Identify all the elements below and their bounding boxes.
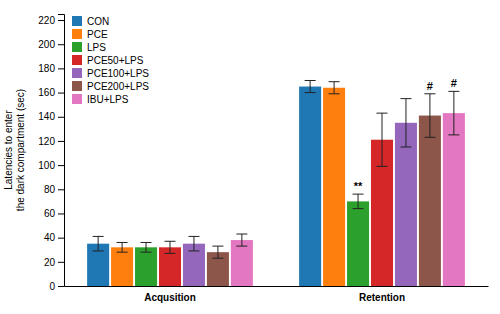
legend-label: LPS [87,42,106,53]
bar [443,113,465,286]
tick-mark [58,262,64,263]
y-axis: 0 20 40 60 80 100 120 140 160 180 200 220 [38,15,64,292]
tick: Acqusition [144,292,196,303]
legend-label: PCE100+LPS [87,68,149,79]
error-bar [329,82,340,94]
legend-item: PCE200+LPS [72,81,149,92]
legend-swatch [72,16,82,26]
legend-swatch [72,29,82,39]
tick: 180 [38,63,64,74]
tick: 120 [38,136,64,147]
tick-mark [58,44,64,45]
legend-item: PCE50+LPS [72,55,144,66]
error-bar [164,241,175,253]
annotation: # [427,80,433,92]
tick-mark [58,165,64,166]
tick-mark [58,141,64,142]
tick: 40 [44,232,64,243]
bar [419,116,441,286]
error-bar [400,99,411,147]
tick-mark [58,213,64,214]
error-bar [236,234,247,246]
legend-label: PCE200+LPS [87,81,149,92]
tick-label: 100 [38,160,55,171]
tick-mark [58,117,64,118]
legend-label: CON [87,16,109,27]
legend-item: PCE [72,29,108,40]
legend-swatch [72,94,82,104]
tick: 60 [44,208,64,219]
annotation: # [451,77,457,89]
tick-label: 140 [38,111,55,122]
tick-label: 60 [44,208,56,219]
error-bar [188,236,199,251]
legend-item: IBU+LPS [72,94,129,105]
tick-label: 20 [44,257,56,268]
bar [111,247,133,286]
y-axis-title: Latencies to enterthe dark compartment (… [3,89,26,211]
tick-mark [58,286,64,287]
bar [347,201,369,286]
x-axis: Acqusition Retention [65,287,489,304]
legend-swatch [72,55,82,65]
tick-mark [58,68,64,69]
chart: 0 20 40 60 80 100 120 140 160 180 200 220 Acqusition… [0,0,500,314]
error-bar [376,113,387,166]
legend-item: CON [72,16,109,27]
legend-swatch [72,68,82,78]
tick: 200 [38,39,64,50]
tick-label: 0 [49,281,55,292]
tick: 140 [38,111,64,122]
tick-mark [58,93,64,94]
tick-label: 80 [44,184,56,195]
bar [299,87,321,286]
legend: CON PCE LPS PCE50+LPS PCE100+LPS PCE200+LPS IB… [72,16,149,105]
tick-label: 40 [44,232,56,243]
legend-label: PCE50+LPS [87,55,144,66]
error-bar [305,80,316,92]
error-bar [93,236,104,251]
tick-mark [58,20,64,21]
annotation: ** [354,180,363,192]
tick-mark [58,238,64,239]
error-bar [141,242,152,252]
axis-line [58,15,65,287]
tick: 220 [38,15,64,26]
error-bar [424,94,435,138]
error-bar [448,91,459,135]
legend-label: PCE [87,29,108,40]
error-bar [212,246,223,258]
legend-swatch [72,42,82,52]
tick-label: 220 [38,15,55,26]
bar [231,240,253,286]
tick-label: 200 [38,39,55,50]
plot-area [87,80,465,286]
bar [323,88,345,286]
axis-line [65,286,489,287]
tick: Retention [359,292,405,303]
error-bar [117,242,128,252]
legend-swatch [72,81,82,91]
tick: 160 [38,87,64,98]
tick-label: Acqusition [144,292,196,303]
error-bar [353,194,364,209]
tick-label: 120 [38,136,55,147]
legend-item: LPS [72,42,106,53]
tick: 0 [49,281,64,292]
tick-label: Retention [359,292,405,303]
tick-label: 160 [38,87,55,98]
tick-label: 180 [38,63,55,74]
tick-mark [58,189,64,190]
tick: 100 [38,160,64,171]
tick: 20 [44,257,64,268]
tick: 80 [44,184,64,195]
legend-label: IBU+LPS [87,94,129,105]
legend-item: PCE100+LPS [72,68,149,79]
bar [135,247,157,286]
